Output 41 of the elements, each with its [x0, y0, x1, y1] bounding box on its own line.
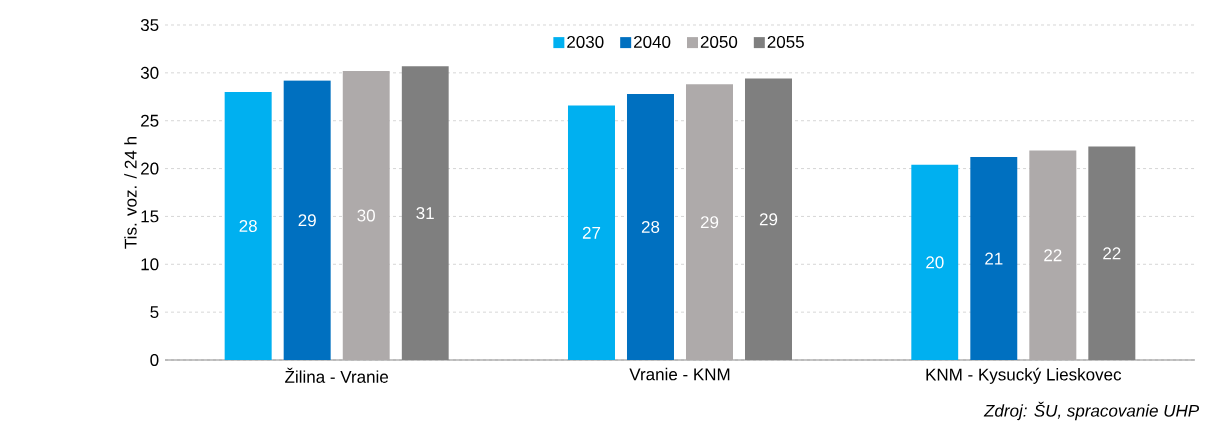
data-label: 31: [416, 207, 434, 220]
bar: [970, 157, 1018, 360]
bar: [686, 84, 733, 360]
y-tick-label: 10: [141, 258, 159, 271]
y-tick-label: 15: [141, 210, 159, 223]
bar: [1029, 150, 1077, 360]
y-tick-label: 20: [141, 162, 159, 175]
data-label: 29: [759, 213, 778, 226]
bar: [342, 70, 390, 360]
y-tick-label: 25: [141, 114, 159, 127]
data-label: 29: [298, 214, 316, 227]
y-tick-label: 5: [150, 306, 159, 319]
bar: [745, 78, 792, 360]
legend-label: 2040: [634, 35, 671, 48]
bar: [567, 105, 615, 360]
x-tick-label: KNM - Kysucký Lieskovec: [926, 367, 1122, 384]
legend-label: 2055: [767, 35, 804, 48]
bar: [224, 92, 272, 360]
y-tick-label: 0: [150, 353, 159, 367]
x-tick-label: Vranie - KNM: [629, 367, 730, 381]
bar: [401, 66, 449, 360]
data-label: 30: [357, 209, 375, 222]
data-label: 20: [926, 256, 944, 269]
legend-label: 2030: [567, 35, 604, 48]
data-label: 21: [985, 252, 1003, 265]
bar: [1088, 146, 1136, 360]
bar: [283, 80, 331, 360]
x-tick-label: Žilina - Vranie: [285, 367, 389, 383]
data-label: 28: [239, 219, 257, 233]
data-label: 22: [1103, 247, 1121, 260]
data-label: 22: [1044, 249, 1062, 262]
y-tick-label: 30: [140, 66, 159, 79]
bar: [911, 164, 959, 360]
y-tick-label: 35: [140, 18, 159, 32]
data-label: 28: [641, 220, 660, 233]
bar: [626, 93, 674, 360]
data-label: 29: [700, 216, 719, 229]
legend-label: 2050: [700, 35, 738, 48]
y-axis-title: Tis. voz. / 24 h: [124, 137, 137, 249]
data-label: 27: [582, 226, 601, 239]
text: Zdroj: ŠU, spracovanie UHP: [983, 401, 1200, 421]
